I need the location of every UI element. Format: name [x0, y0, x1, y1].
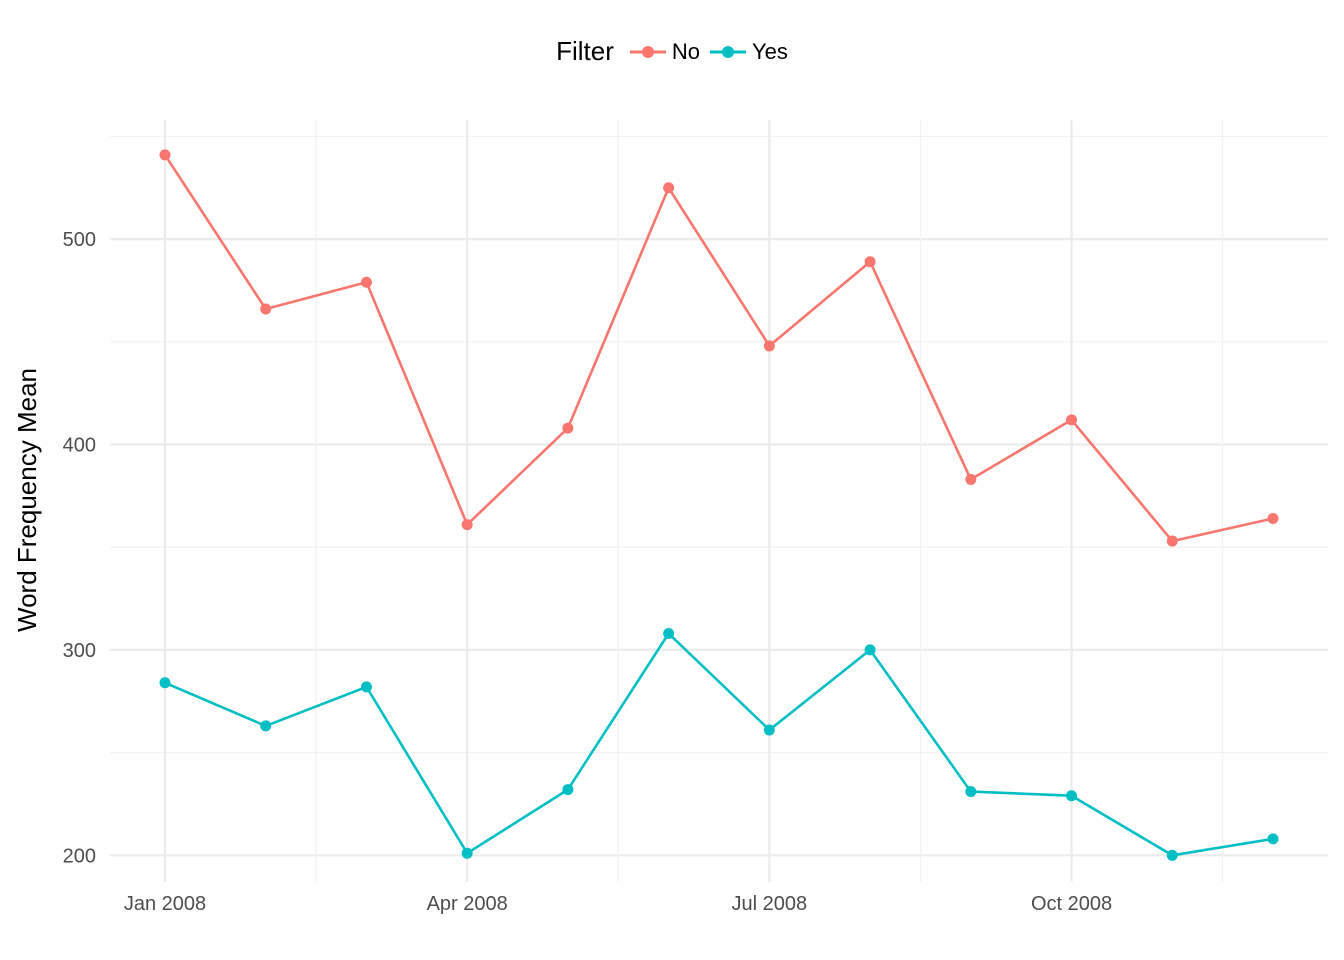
data-point-no: [1166, 535, 1178, 547]
x-tick-label: Jan 2008: [124, 893, 206, 915]
data-point-yes: [562, 784, 574, 796]
legend-key-yes: [710, 45, 746, 58]
data-point-no: [763, 340, 775, 352]
y-axis-label: Word Frequency Mean: [12, 368, 42, 632]
axes-layer: 200 300 400 500 Jan 2008 Apr 2008 Jul 2008 Oct …: [63, 229, 1113, 915]
data-point-yes: [965, 786, 977, 798]
legend-label-yes: Yes: [752, 38, 788, 64]
data-point-no: [663, 182, 675, 194]
legend: Filter No Yes: [0, 36, 1344, 67]
data-point-yes: [159, 677, 171, 689]
data-point-yes: [1267, 833, 1279, 845]
data-point-yes: [663, 627, 675, 639]
data-point-no: [965, 473, 977, 485]
data-point-yes: [1066, 790, 1078, 802]
data-point-no: [864, 256, 876, 268]
legend-key-no: [629, 45, 666, 58]
y-tick-label: 400: [63, 435, 96, 457]
legend-title: Filter: [556, 36, 614, 66]
grid: [110, 120, 1328, 882]
data-point-no: [159, 149, 171, 161]
y-tick-label: 200: [63, 845, 96, 867]
series-line-no: [163, 154, 1274, 543]
data-point-yes: [360, 681, 372, 693]
data-point-yes: [461, 847, 473, 859]
data-point-no: [1066, 414, 1078, 426]
data-point-yes: [260, 720, 272, 732]
legend-label-no: No: [671, 38, 700, 64]
legend-item-yes: Yes: [710, 39, 788, 65]
data-point-no: [360, 276, 372, 288]
data-point-no: [562, 422, 574, 434]
data-point-no: [1267, 512, 1279, 524]
series-line-yes: [164, 632, 1274, 857]
y-tick-label: 300: [63, 640, 96, 662]
data-point-no: [260, 303, 272, 315]
x-tick-label: Oct 2008: [1031, 893, 1112, 915]
x-tick-label: Apr 2008: [427, 893, 508, 915]
x-tick-label: Jul 2008: [732, 893, 808, 915]
y-tick-label: 500: [63, 229, 96, 251]
legend-item-no: No: [629, 38, 700, 65]
data-point-yes: [864, 644, 876, 656]
data-point-yes: [763, 724, 775, 736]
data-point-yes: [1166, 849, 1178, 861]
series-layer: [159, 149, 1279, 861]
data-point-no: [461, 519, 473, 531]
